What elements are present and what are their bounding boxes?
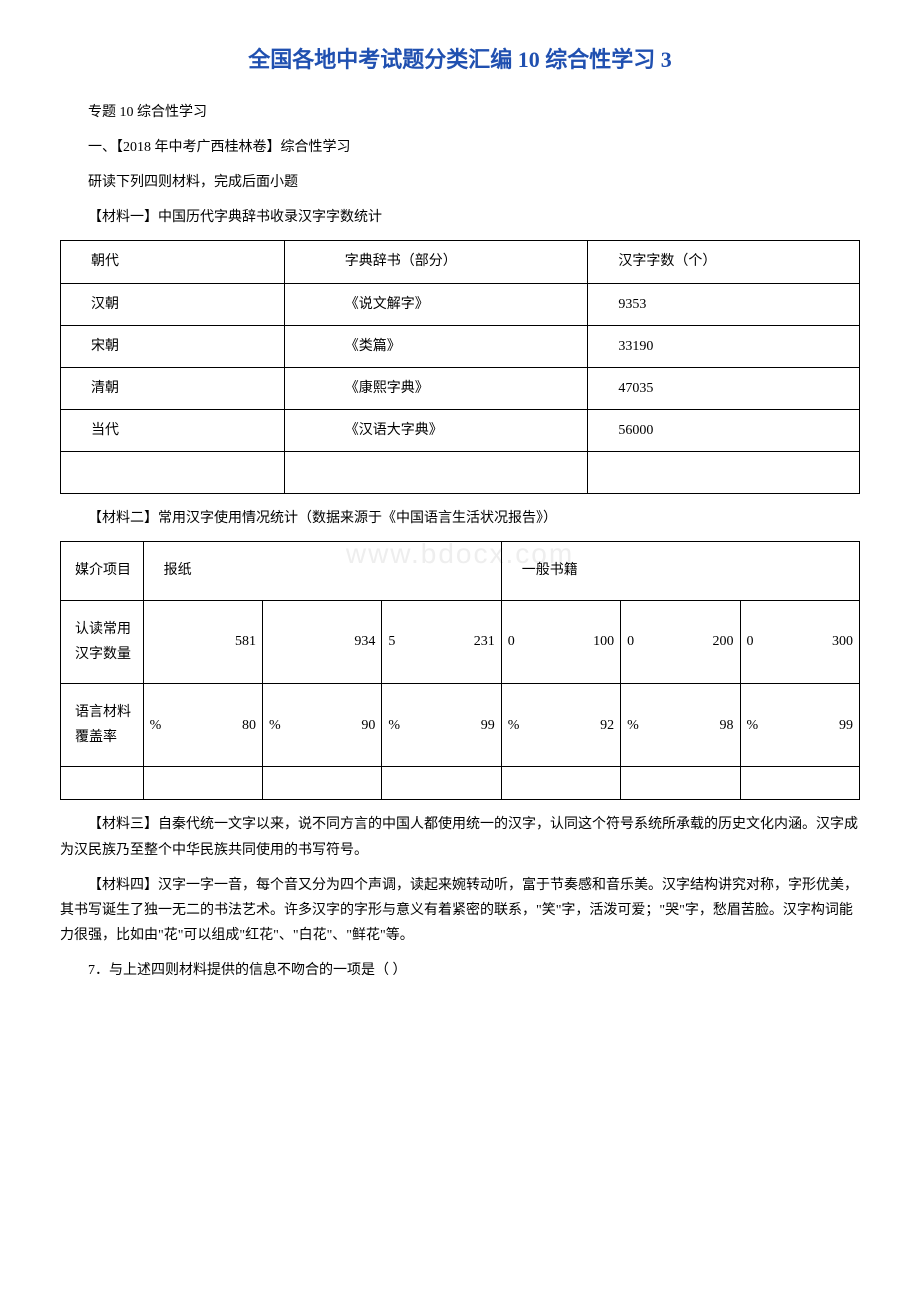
material3-text: 【材料三】自秦代统一文字以来，说不同方言的中国人都使用统一的汉字，认同这个符号系… [60,812,860,862]
table-cell: %92 [501,684,620,767]
table-cell [284,452,588,494]
table-cell: 56000 [588,410,860,452]
table-cell: 当代 [61,410,285,452]
table-row: 认读常用汉字数量 581 934 5231 0100 0200 0300 [61,600,860,683]
intro-line3: 研读下列四则材料，完成后面小题 [60,170,860,195]
material2-label: 【材料二】常用汉字使用情况统计（数据来源于《中国语言生活状况报告》） [60,506,860,531]
table-row: 汉朝 《说文解字》 9353 [61,283,860,325]
table-cell [382,767,501,800]
table-cell: 0300 [740,600,859,683]
table-cell: %80 [143,684,262,767]
table-cell [740,767,859,800]
table-material1: 朝代 字典辞书（部分） 汉字字数（个） 汉朝 《说文解字》 9353 宋朝 《类… [60,240,860,494]
table-cell [588,452,860,494]
material1-label: 【材料一】中国历代字典辞书收录汉字字数统计 [60,205,860,230]
table-cell [61,452,285,494]
table-cell: 47035 [588,367,860,409]
table-cell: 0200 [621,600,740,683]
table-cell: %98 [621,684,740,767]
table-cell: 《汉语大字典》 [284,410,588,452]
table-row: 宋朝 《类篇》 33190 [61,325,860,367]
table-row: 朝代 字典辞书（部分） 汉字字数（个） [61,241,860,283]
table-cell: 语言材料覆盖率 [61,684,144,767]
table-row [61,452,860,494]
table-cell: 934 [263,600,382,683]
table-cell: 581 [143,600,262,683]
table-cell: 《类篇》 [284,325,588,367]
intro-line1: 专题 10 综合性学习 [60,100,860,125]
table-row: 清朝 《康熙字典》 47035 [61,367,860,409]
table-cell: 清朝 [61,367,285,409]
page-title: 全国各地中考试题分类汇编 10 综合性学习 3 [60,40,860,80]
table-cell: 认读常用汉字数量 [61,600,144,683]
table-header: 朝代 [61,241,285,283]
table-row: 语言材料覆盖率 %80 %90 %99 %92 %98 %99 [61,684,860,767]
table-cell [621,767,740,800]
table-cell: 《说文解字》 [284,283,588,325]
table-cell: 5231 [382,600,501,683]
material4-text: 【材料四】汉字一字一音，每个音又分为四个声调，读起来婉转动听，富于节奏感和音乐美… [60,873,860,949]
table-cell [501,767,620,800]
question7-text: 7．与上述四则材料提供的信息不吻合的一项是（ ） [60,958,860,983]
table-cell: 33190 [588,325,860,367]
table-cell: 汉朝 [61,283,285,325]
table-cell [263,767,382,800]
table-cell: 9353 [588,283,860,325]
table-header: 汉字字数（个） [588,241,860,283]
table-cell [61,767,144,800]
table-cell: %99 [740,684,859,767]
table-cell: 一般书籍 [501,542,859,600]
table-row: 当代 《汉语大字典》 56000 [61,410,860,452]
table-cell: 《康熙字典》 [284,367,588,409]
table-cell: 媒介项目 [61,542,144,600]
table-cell: 宋朝 [61,325,285,367]
table-material2: 媒介项目 报纸 一般书籍 认读常用汉字数量 581 934 5231 0100 … [60,541,860,800]
table-cell: %99 [382,684,501,767]
table-cell: %90 [263,684,382,767]
table-cell [143,767,262,800]
table-row: 媒介项目 报纸 一般书籍 [61,542,860,600]
table-header: 字典辞书（部分） [284,241,588,283]
table-cell: 报纸 [143,542,501,600]
intro-line2: 一、【2018 年中考广西桂林卷】综合性学习 [60,135,860,160]
table-cell: 0100 [501,600,620,683]
table-row [61,767,860,800]
